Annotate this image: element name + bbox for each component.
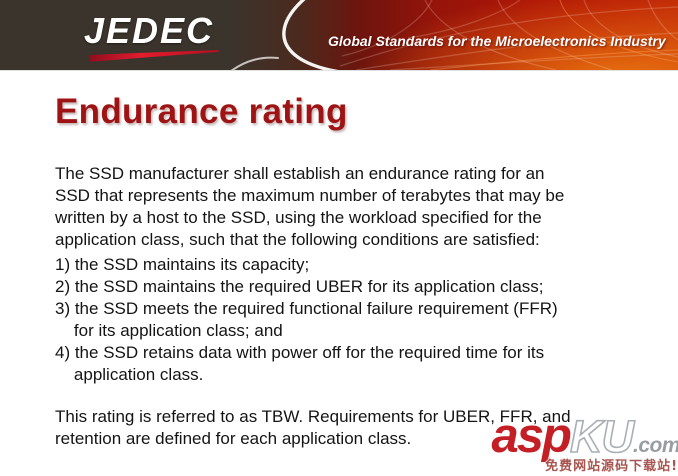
condition-item-2: 2) the SSD maintains the required UBER f… xyxy=(55,277,544,296)
condition-item-4: 4) the SSD retains data with power off f… xyxy=(55,343,545,384)
watermark: asp KU .com 免费网站源码下载站! xyxy=(492,412,678,475)
watermark-com-text: .com xyxy=(632,434,678,457)
condition-item-3: 3) the SSD meets the required functional… xyxy=(55,299,558,340)
slide-title: Endurance rating xyxy=(55,92,348,131)
watermark-ku-text: KU xyxy=(569,411,635,462)
jedec-logo-text: JEDEC xyxy=(84,10,215,51)
jedec-logo: JEDEC xyxy=(84,10,244,62)
watermark-asp-text: asp xyxy=(491,409,572,463)
watermark-caption: 免费网站源码下载站! xyxy=(545,459,678,474)
watermark-brand: asp KU .com xyxy=(492,412,678,461)
conditions-list: 1) the SSD maintains its capacity; 2) th… xyxy=(55,254,650,386)
closing-paragraph: This rating is referred to as TBW. Requi… xyxy=(55,407,571,448)
globe-grid-decor-icon xyxy=(230,0,678,70)
intro-paragraph: The SSD manufacturer shall establish an … xyxy=(55,164,565,249)
jedec-swoosh-icon xyxy=(89,49,219,62)
jedec-banner: JEDEC Global Standards for the Microelec… xyxy=(0,0,678,70)
slide-content: Endurance rating The SSD manufacturer sh… xyxy=(55,70,650,450)
condition-item-1: 1) the SSD maintains its capacity; xyxy=(55,255,310,274)
banner-tagline: Global Standards for the Microelectronic… xyxy=(328,33,666,49)
